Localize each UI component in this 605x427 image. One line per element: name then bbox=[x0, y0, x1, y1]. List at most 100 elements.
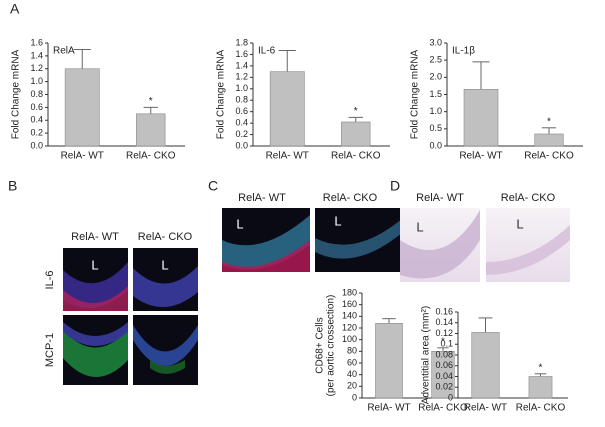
x-tick-label: RelA- CKO bbox=[524, 151, 574, 162]
y-tick-label: 0 bbox=[448, 392, 453, 402]
y-tick-label: 0.1 bbox=[440, 339, 453, 349]
tissue bbox=[133, 325, 198, 366]
y-axis-label: Fold Change mRNA bbox=[410, 49, 421, 139]
image-label: RelA- WT bbox=[238, 192, 286, 204]
y-tick-label: 1.0 bbox=[30, 76, 43, 86]
image-label: IL-6 bbox=[44, 271, 56, 290]
tissue bbox=[486, 225, 570, 275]
annotation: * bbox=[547, 116, 551, 127]
image-label: RelA- WT bbox=[71, 231, 119, 243]
image-label: RelA- WT bbox=[416, 192, 464, 204]
y-axis-label: Fold Change mRNA bbox=[11, 49, 22, 139]
bar bbox=[528, 376, 553, 399]
bar-chart: 0.0 0.5 1.0 1.5 2.0 2.5 3.0 Fold Change mRNA IL-… bbox=[410, 37, 583, 162]
image-label: MCP-1 bbox=[44, 333, 56, 367]
y-tick-label: 80 bbox=[347, 346, 357, 356]
bar bbox=[341, 121, 371, 147]
bar bbox=[534, 133, 564, 147]
lumen-label: L bbox=[91, 257, 98, 272]
lumen-label: L bbox=[416, 219, 423, 234]
y-tick-label: 0.5 bbox=[429, 123, 442, 133]
lumen-label: L bbox=[516, 216, 523, 231]
bar-chart: 00.020.040.060.080.10.120.140.16Adventit… bbox=[421, 306, 568, 414]
y-tick-label: 0.0 bbox=[30, 140, 43, 150]
y-tick-label: 20 bbox=[347, 381, 357, 391]
image-label: RelA- CKO bbox=[323, 192, 378, 204]
lumen-label: L bbox=[161, 257, 168, 272]
micrograph-group: RelA- WT RelA- CKO L L bbox=[222, 192, 403, 272]
lumen-label: L bbox=[334, 213, 341, 228]
y-tick-label: 1.6 bbox=[30, 37, 43, 47]
y-tick-label: 0.8 bbox=[235, 95, 248, 105]
x-tick-label: RelA- WT bbox=[367, 403, 410, 414]
y-tick-label: 0.2 bbox=[235, 129, 248, 139]
x-tick-label: RelA- WT bbox=[266, 151, 309, 162]
annotation: * bbox=[539, 362, 543, 373]
x-tick-label: RelA- WT bbox=[459, 151, 502, 162]
x-tick-label: RelA- CKO bbox=[516, 403, 566, 414]
chart-title: RelA bbox=[53, 46, 75, 57]
y-tick-label: 0.08 bbox=[435, 349, 453, 359]
y-tick-label: 3.0 bbox=[429, 37, 442, 47]
bar bbox=[471, 332, 500, 399]
y-tick-label: 0.2 bbox=[30, 128, 43, 138]
panel-label: C bbox=[208, 178, 218, 194]
x-tick-label: RelA- WT bbox=[464, 403, 507, 414]
micrograph-group: RelA- WT RelA- CKO IL-6 MCP-1 L L bbox=[44, 231, 198, 385]
y-tick-label: 180 bbox=[342, 287, 357, 297]
panel-label: B bbox=[8, 178, 17, 194]
y-tick-label: 160 bbox=[342, 299, 357, 309]
panel-label: D bbox=[390, 178, 400, 194]
y-tick-label: 40 bbox=[347, 369, 357, 379]
bar-chart: 0.0 0.2 0.4 0.6 0.8 1.0 1.2 1.4 1.6 Fold Change m… bbox=[11, 37, 185, 162]
bar bbox=[431, 351, 455, 399]
panel-label: A bbox=[10, 1, 20, 17]
y-tick-label: 0.6 bbox=[235, 106, 248, 116]
y-tick-label: 1.2 bbox=[235, 72, 248, 82]
y-tick-label: 0.8 bbox=[30, 89, 43, 99]
y-tick-label: 1.8 bbox=[235, 37, 248, 47]
y-tick-label: 0.06 bbox=[435, 360, 453, 370]
bar bbox=[136, 113, 166, 147]
y-tick-label: 100 bbox=[342, 334, 357, 344]
bar bbox=[375, 323, 403, 399]
y-tick-label: 1.2 bbox=[30, 63, 43, 73]
y-tick-label: 0.0 bbox=[429, 140, 442, 150]
y-tick-label: 1.5 bbox=[429, 89, 442, 99]
y-tick-label: 0.04 bbox=[435, 371, 453, 381]
y-tick-label: 0.02 bbox=[435, 382, 453, 392]
tissue bbox=[222, 240, 310, 272]
tissue bbox=[63, 322, 128, 346]
y-tick-label: 0.6 bbox=[30, 102, 43, 112]
y-tick-label: 120 bbox=[342, 322, 357, 332]
y-tick-label: 0.14 bbox=[435, 317, 453, 327]
y-tick-label: 2.5 bbox=[429, 55, 442, 65]
y-tick-label: 0 bbox=[352, 392, 357, 402]
y-axis-label: (per aortic crossection) bbox=[326, 295, 337, 397]
y-tick-label: 140 bbox=[342, 311, 357, 321]
annotation: * bbox=[149, 96, 153, 107]
y-tick-label: 1.6 bbox=[235, 49, 248, 59]
image-label: RelA- CKO bbox=[138, 231, 193, 243]
y-tick-label: 1.0 bbox=[429, 106, 442, 116]
y-tick-label: 60 bbox=[347, 357, 357, 367]
bar bbox=[64, 68, 100, 147]
tissue bbox=[150, 360, 185, 374]
tissue bbox=[400, 210, 480, 279]
chart-title: IL-1β bbox=[452, 46, 475, 57]
bar bbox=[269, 71, 305, 147]
tissue bbox=[63, 262, 128, 308]
tissue bbox=[315, 218, 403, 259]
bar bbox=[463, 89, 499, 147]
y-tick-label: 2.0 bbox=[429, 72, 442, 82]
y-tick-label: 1.0 bbox=[235, 83, 248, 93]
x-tick-label: RelA- CKO bbox=[126, 151, 176, 162]
y-axis-label: CD68+ Cells bbox=[315, 317, 326, 373]
tissue bbox=[63, 330, 128, 378]
x-tick-label: RelA- CKO bbox=[418, 403, 468, 414]
y-tick-label: 1.4 bbox=[235, 60, 248, 70]
tissue bbox=[63, 286, 128, 311]
y-axis-label: Adventitial area (mm²) bbox=[421, 306, 432, 404]
